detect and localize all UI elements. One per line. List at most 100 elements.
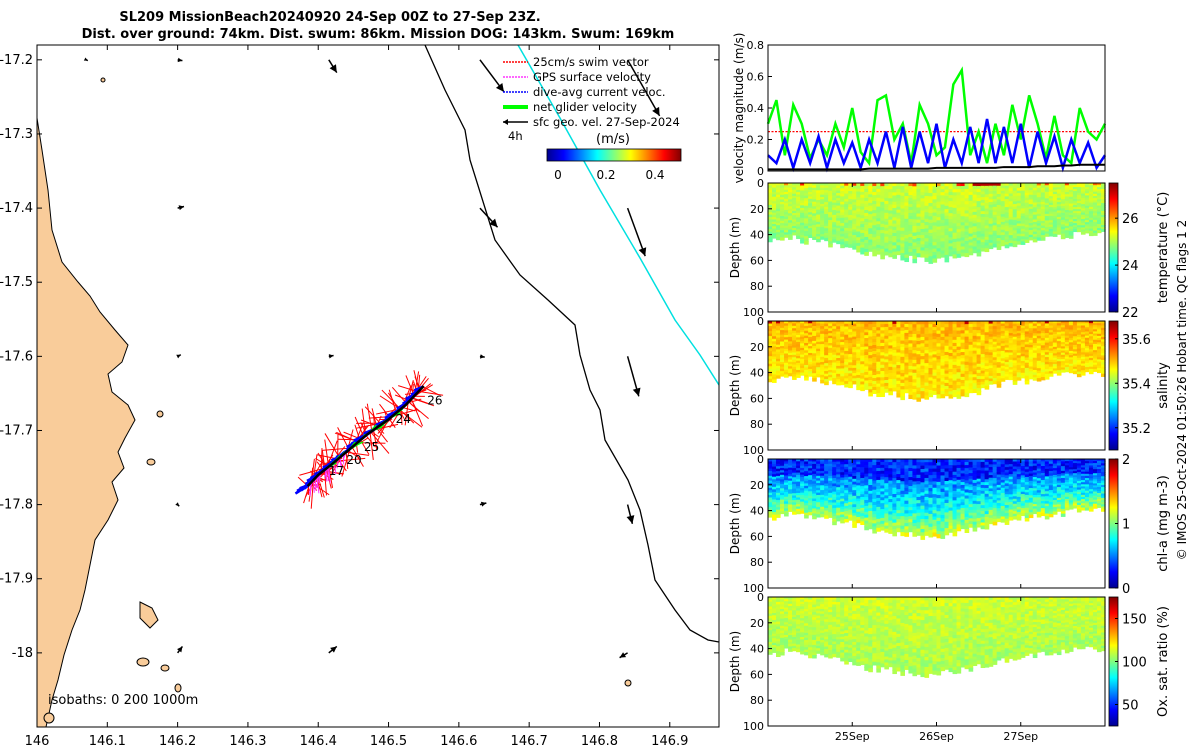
section-cell (1068, 346, 1074, 350)
section-cell (896, 352, 901, 357)
section-cell (932, 232, 938, 237)
section-cell (1060, 199, 1066, 203)
section-cell (800, 321, 805, 325)
section-cell (1060, 196, 1066, 201)
section-cell (904, 209, 910, 214)
section-cell (856, 205, 861, 210)
section-cell (832, 328, 837, 333)
section-cell (1052, 355, 1058, 359)
section-cell (1012, 193, 1018, 198)
section-cell (936, 321, 942, 326)
section-cell (944, 324, 950, 329)
section-cell (876, 339, 881, 344)
section-cell (1060, 206, 1066, 210)
section-cell (896, 233, 901, 238)
section-cell (1036, 325, 1042, 330)
section-cell (808, 486, 813, 490)
section-cell (1044, 364, 1050, 368)
section-cell (1068, 217, 1074, 221)
section-cell (912, 340, 918, 345)
section-cell (804, 226, 809, 230)
section-cell (988, 373, 994, 377)
section-cell (996, 381, 1002, 386)
section-cell (864, 340, 869, 345)
section-cell (780, 488, 785, 492)
section-cell (1056, 206, 1062, 210)
section-cell (948, 210, 954, 215)
section-cell (944, 330, 950, 335)
section-cell (884, 341, 889, 346)
section-cell (840, 225, 845, 230)
section-cell (832, 224, 837, 229)
section-cell (948, 384, 954, 390)
section-cell (848, 351, 853, 356)
section-cell (912, 324, 918, 329)
section-cell (1008, 340, 1014, 344)
swim-vector (341, 448, 351, 477)
section-cell (788, 469, 793, 473)
section-cell (944, 348, 950, 353)
swim-vector (303, 483, 311, 504)
section-cell (844, 201, 849, 206)
section-cell (880, 198, 885, 203)
section-cell (896, 251, 901, 256)
section-cell (1040, 342, 1046, 347)
section-cell (828, 227, 833, 232)
section-cell (824, 495, 829, 500)
section-cell (948, 183, 954, 187)
section-cell (948, 192, 954, 197)
section-ytick-label: 40 (750, 229, 764, 242)
section-cell (788, 361, 793, 366)
section-cell (1040, 350, 1046, 354)
section-cell (780, 504, 785, 508)
section-cell (908, 215, 914, 220)
section-cell (816, 234, 821, 238)
section-cell (1068, 361, 1074, 365)
section-cell (880, 201, 885, 206)
section-cell (812, 365, 817, 370)
section-cell (964, 367, 970, 373)
section-cell (952, 380, 958, 385)
section-cell (992, 235, 998, 240)
section-cell (776, 332, 781, 337)
section-cell (932, 330, 938, 335)
section-cell (940, 362, 946, 367)
section-cell (796, 506, 801, 510)
section-cell (812, 190, 817, 194)
section-cell (960, 355, 966, 360)
section-cell (948, 388, 954, 393)
section-cell (960, 183, 966, 187)
section-cell (1060, 369, 1066, 373)
section-cell (1020, 188, 1026, 192)
section-cell (776, 185, 781, 189)
section-cell (1048, 327, 1054, 332)
section-cell (1072, 336, 1078, 340)
section-cell (792, 221, 797, 225)
section-cell (940, 232, 946, 237)
section-cell (932, 202, 938, 207)
section-cell (1096, 325, 1102, 329)
section-cell (980, 381, 986, 386)
section-cell (1052, 189, 1058, 193)
section-cell (856, 231, 861, 236)
section-cell (844, 222, 849, 227)
section-cell (792, 359, 797, 364)
section-cell (824, 331, 829, 336)
section-cell (860, 367, 865, 371)
section-cell (932, 354, 938, 359)
section-cell (932, 258, 938, 263)
section-cell (1004, 244, 1010, 249)
section-cell (940, 371, 946, 377)
section-cell (1032, 190, 1038, 194)
section-cell (860, 341, 865, 346)
section-cell (796, 470, 801, 474)
section-cell (828, 347, 833, 352)
section-cell (948, 336, 954, 342)
section-cell (928, 212, 934, 218)
section-cell (808, 341, 813, 345)
section-cell (844, 190, 849, 195)
section-cell (868, 389, 873, 394)
section-cell (872, 237, 877, 242)
section-cell (924, 363, 930, 368)
section-cell (832, 459, 837, 463)
